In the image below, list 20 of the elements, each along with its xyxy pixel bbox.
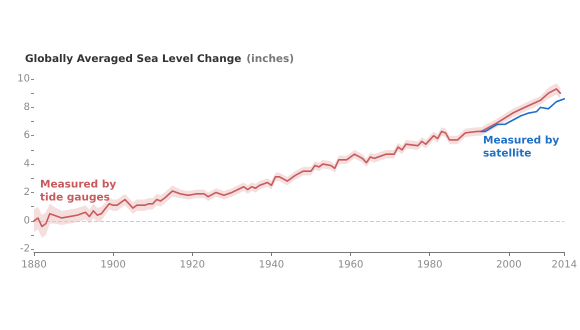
series-label: Measured by tide gauges (40, 178, 120, 204)
chart-title: Globally Averaged Sea Level Change (25, 53, 242, 65)
x-tick-label: 1920 (180, 260, 206, 270)
y-tick-label: 8 (24, 102, 30, 113)
x-tick-label: 1940 (258, 260, 284, 270)
y-tick-label: 10 (17, 74, 30, 84)
y-tick-label: 0 (24, 215, 30, 226)
line-series (480, 98, 566, 132)
x-tick-label: 1900 (100, 260, 126, 270)
y-tick-label: 4 (24, 158, 30, 170)
series-label: Measured by satellite (483, 134, 563, 160)
y-tick-label: 6 (24, 130, 30, 142)
y-tick-label: 2 (24, 186, 30, 198)
y-tick-label: -2 (20, 244, 30, 255)
x-tick-label: 1880 (21, 260, 47, 270)
x-tick-label: 1960 (338, 260, 364, 270)
x-tick-label: 2000 (496, 260, 522, 270)
x-tick-label: 1980 (417, 260, 442, 270)
y-axis-title: (inches) (246, 53, 294, 65)
x-tick-label: 2014 (552, 260, 577, 270)
